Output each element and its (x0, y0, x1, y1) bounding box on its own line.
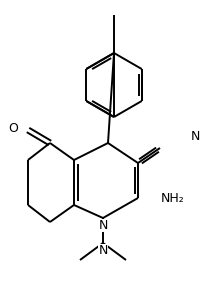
Text: O: O (8, 123, 18, 135)
Text: N: N (98, 219, 108, 232)
Text: NH₂: NH₂ (161, 192, 185, 204)
Text: N: N (191, 131, 200, 143)
Text: N: N (98, 244, 108, 257)
